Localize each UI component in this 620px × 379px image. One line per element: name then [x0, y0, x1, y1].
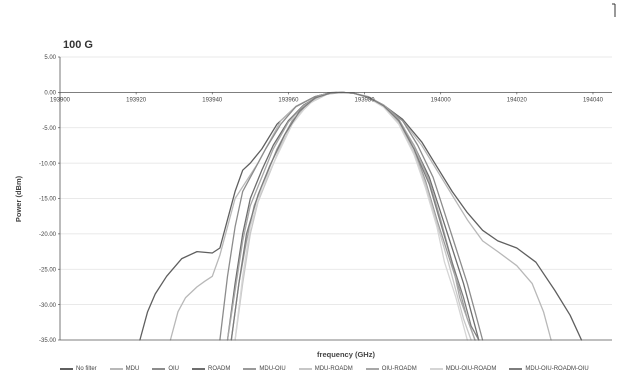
legend-label: OIU-ROADM — [381, 366, 417, 372]
legend-swatch — [509, 368, 523, 370]
legend-swatch — [60, 368, 73, 370]
y-tick-label: -5.00 — [42, 126, 56, 132]
y-tick-label: 5.00 — [44, 55, 56, 61]
legend-item: OIU — [152, 366, 179, 372]
y-tick-label: -30.00 — [39, 303, 57, 309]
y-tick-label: -35.00 — [39, 338, 57, 344]
legend-swatch — [109, 368, 123, 370]
legend-label: MDU-OIU-ROADM — [445, 366, 497, 372]
legend-label: MDU-OIU-ROADM-OIU — [525, 366, 589, 372]
legend: No filter MDU OIU ROADM MDU-OIU MDU-ROADM OIU-… — [60, 362, 620, 376]
x-tick-label: 194000 — [431, 97, 452, 103]
y-axis-title: Power (dBm) — [14, 175, 23, 222]
legend-item: MDU-OIU — [243, 366, 286, 372]
legend-swatch — [298, 368, 312, 370]
x-tick-label: 193960 — [278, 97, 299, 103]
legend-swatch — [192, 368, 206, 370]
legend-item: MDU-OIU-ROADM — [429, 366, 497, 372]
x-tick-label: 194020 — [507, 97, 528, 103]
legend-label: ROADM — [208, 366, 231, 372]
legend-label: MDU — [125, 366, 140, 372]
legend-label: No filter — [76, 366, 97, 372]
x-tick-label: 194040 — [583, 97, 604, 103]
legend-label: OIU — [168, 366, 180, 372]
x-tick-label: 193900 — [50, 97, 71, 103]
x-axis-title: frequency (GHz) — [317, 350, 375, 359]
x-tick-label: 193920 — [126, 97, 147, 103]
y-tick-label: -15.00 — [39, 197, 57, 203]
axes — [58, 56, 612, 341]
legend-swatch — [243, 368, 257, 370]
y-tick-labels: 5.00 0.00 -5.00 -10.00 -15.00 -20.00 -25.00 -30… — [39, 55, 57, 344]
y-tick-label: -25.00 — [39, 267, 57, 273]
legend-label: MDU-OIU — [259, 366, 286, 372]
series-line-mdu-oiu-roadm-oiu — [230, 91, 480, 341]
chart-title: 100 G — [63, 39, 93, 51]
legend-swatch — [429, 368, 443, 370]
legend-item: ROADM — [192, 366, 230, 372]
x-tick-label: 193980 — [355, 97, 376, 103]
y-tick-label: 0.00 — [44, 91, 56, 97]
legend-item: OIU-ROADM — [365, 366, 417, 372]
y-tick-label: -20.00 — [39, 232, 57, 238]
legend-item: MDU-ROADM — [298, 366, 353, 372]
x-tick-labels: 193900 193920 193940 193960 193980 194000 1940… — [50, 97, 604, 103]
legend-item: MDU-OIU-ROADM-OIU — [509, 366, 589, 372]
legend-swatch — [152, 368, 166, 370]
legend-item: No filter — [60, 366, 97, 372]
legend-swatch — [365, 368, 379, 370]
legend-label: MDU-ROADM — [314, 366, 353, 372]
corner-mark — [612, 3, 616, 17]
y-tick-label: -10.00 — [39, 161, 57, 167]
x-tick-label: 193940 — [202, 97, 223, 103]
legend-item: MDU — [109, 366, 140, 372]
